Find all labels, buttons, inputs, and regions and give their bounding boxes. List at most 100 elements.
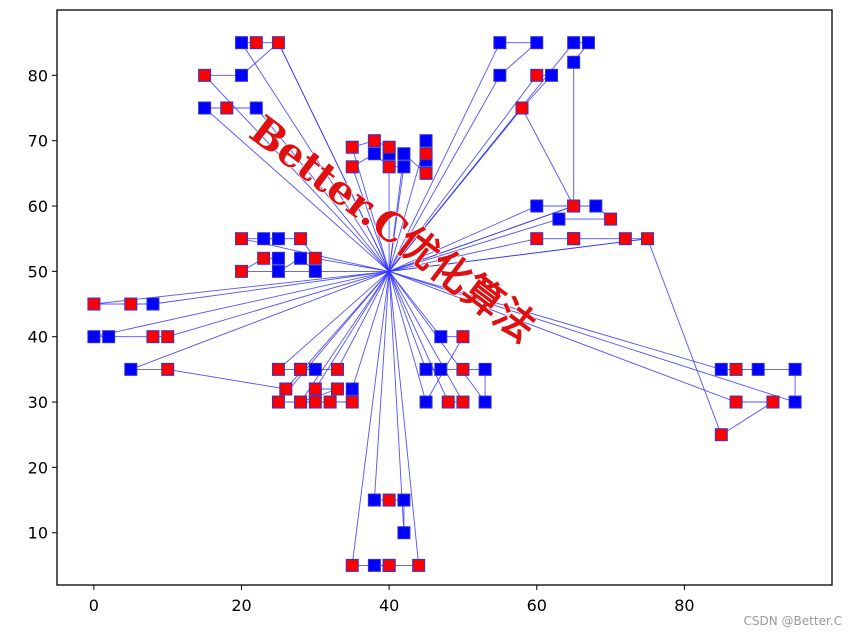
blue-marker-21 xyxy=(589,199,603,213)
route-line-20 xyxy=(351,271,420,566)
red-marker-5 xyxy=(345,140,359,154)
red-marker-22 xyxy=(257,251,271,265)
blue-marker-11 xyxy=(493,36,507,50)
red-marker-21 xyxy=(235,264,249,278)
blue-marker-17 xyxy=(567,55,581,69)
x-tick-label-20: 20 xyxy=(231,596,251,615)
route-line-21 xyxy=(373,271,405,533)
y-tick-label-20: 20 xyxy=(28,458,48,477)
blue-marker-34 xyxy=(308,362,322,376)
blue-marker-29 xyxy=(87,330,101,344)
red-marker-48 xyxy=(456,362,470,376)
red-marker-23 xyxy=(294,232,308,246)
red-marker-50 xyxy=(729,395,743,409)
red-marker-8 xyxy=(382,140,396,154)
blue-marker-37 xyxy=(367,493,381,507)
red-marker-33 xyxy=(279,382,293,396)
red-marker-18 xyxy=(640,232,654,246)
blue-marker-44 xyxy=(434,362,448,376)
y-tick-label-40: 40 xyxy=(28,328,48,347)
blue-marker-45 xyxy=(419,395,433,409)
y-axis-ticks: 10 20 30 40 50 60 70 80 xyxy=(28,66,57,543)
blue-marker-41 xyxy=(367,558,381,572)
blue-marker-18 xyxy=(530,199,544,213)
blue-marker-46 xyxy=(478,362,492,376)
red-marker-24 xyxy=(308,251,322,265)
red-marker-2 xyxy=(271,36,285,50)
y-tick-label-50: 50 xyxy=(28,262,48,281)
route-line-15 xyxy=(93,270,390,338)
red-marker-44 xyxy=(382,493,396,507)
red-marker-32 xyxy=(330,362,344,376)
y-tick-label-70: 70 xyxy=(28,132,48,151)
blue-marker-16 xyxy=(545,68,559,82)
red-marker-51 xyxy=(766,395,780,409)
x-tick-label-40: 40 xyxy=(379,596,399,615)
red-marker-9 xyxy=(382,160,396,174)
red-marker-34 xyxy=(308,382,322,396)
y-tick-label-10: 10 xyxy=(28,524,48,543)
y-tick-label-80: 80 xyxy=(28,66,48,85)
red-marker-16 xyxy=(567,232,581,246)
red-marker-3 xyxy=(198,68,212,82)
blue-marker-23 xyxy=(257,232,271,246)
y-tick-label-30: 30 xyxy=(28,393,48,412)
markers-layer xyxy=(87,36,802,572)
red-marker-7 xyxy=(367,134,381,148)
red-marker-6 xyxy=(345,160,359,174)
red-marker-35 xyxy=(330,382,344,396)
x-tick-label-60: 60 xyxy=(527,596,547,615)
red-marker-40 xyxy=(345,395,359,409)
red-marker-52 xyxy=(714,428,728,442)
blue-marker-25 xyxy=(271,251,285,265)
x-tick-label-0: 0 xyxy=(89,596,99,615)
blue-marker-27 xyxy=(294,251,308,265)
route-line-5 xyxy=(351,153,405,272)
red-marker-27 xyxy=(146,330,160,344)
red-marker-4 xyxy=(220,101,234,115)
red-marker-1 xyxy=(249,36,263,50)
red-marker-12 xyxy=(515,101,529,115)
blue-marker-31 xyxy=(124,362,138,376)
blue-marker-9 xyxy=(419,134,433,148)
red-marker-38 xyxy=(308,395,322,409)
blue-marker-39 xyxy=(397,526,411,540)
red-marker-15 xyxy=(604,212,618,226)
blue-marker-50 xyxy=(788,362,802,376)
blue-marker-4 xyxy=(249,101,263,115)
blue-marker-5 xyxy=(367,147,381,161)
blue-marker-28 xyxy=(308,264,322,278)
blue-marker-15 xyxy=(493,68,507,82)
blue-marker-2 xyxy=(235,68,249,82)
blue-marker-32 xyxy=(146,297,160,311)
blue-marker-38 xyxy=(397,493,411,507)
red-marker-11 xyxy=(419,166,433,180)
red-marker-39 xyxy=(323,395,337,409)
red-marker-37 xyxy=(294,395,308,409)
blue-marker-30 xyxy=(102,330,116,344)
blue-marker-48 xyxy=(714,362,728,376)
csdn-credit: CSDN @Better.C xyxy=(743,614,842,628)
blue-marker-49 xyxy=(751,362,765,376)
red-marker-14 xyxy=(567,199,581,213)
plot-frame xyxy=(56,9,833,586)
red-marker-26 xyxy=(124,297,138,311)
blue-marker-36 xyxy=(345,382,359,396)
blue-marker-7 xyxy=(397,147,411,161)
blue-marker-12 xyxy=(530,36,544,50)
red-marker-41 xyxy=(345,558,359,572)
x-tick-label-80: 80 xyxy=(674,596,694,615)
blue-marker-47 xyxy=(478,395,492,409)
x-axis-ticks: 0 20 40 60 80 xyxy=(89,585,695,615)
blue-marker-19 xyxy=(552,212,566,226)
blue-marker-8 xyxy=(397,160,411,174)
route-line-17 xyxy=(277,271,390,370)
route-line-27 xyxy=(388,107,575,272)
red-marker-17 xyxy=(618,232,632,246)
red-marker-31 xyxy=(294,362,308,376)
blue-marker-24 xyxy=(271,232,285,246)
red-marker-30 xyxy=(271,362,285,376)
blue-marker-13 xyxy=(567,36,581,50)
red-marker-29 xyxy=(161,362,175,376)
